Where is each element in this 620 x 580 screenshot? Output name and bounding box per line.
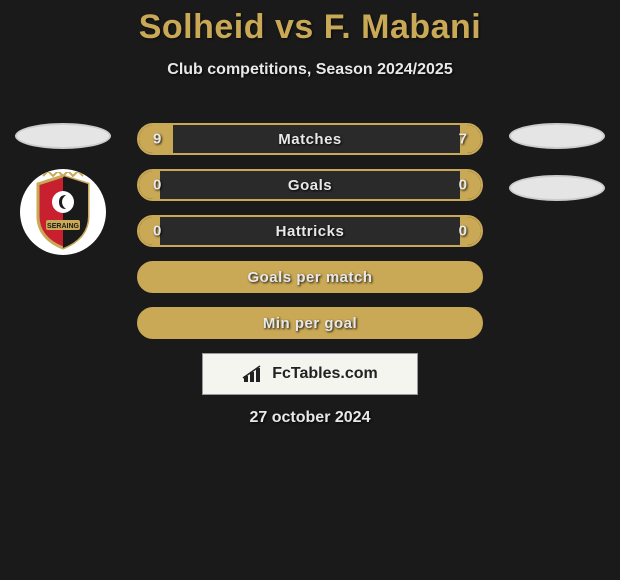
player-right-column	[502, 123, 612, 221]
date-text: 27 october 2024	[0, 409, 620, 427]
stat-value-left: 9	[153, 131, 161, 148]
club-badge-left: SERAING	[20, 169, 106, 255]
stats-column: 9 Matches 7 0 Goals 0 0 Hattricks 0 Goals per mat…	[137, 123, 483, 339]
stat-value-right: 0	[459, 223, 467, 240]
stat-value-left: 0	[153, 223, 161, 240]
stat-bar-min-per-goal: Min per goal	[137, 307, 483, 339]
player-left-column: SERAING	[8, 123, 118, 255]
stat-bar-matches: 9 Matches 7	[137, 123, 483, 155]
page-title: Solheid vs F. Mabani	[0, 8, 620, 47]
brand-box[interactable]: FcTables.com	[202, 353, 418, 395]
subtitle: Club competitions, Season 2024/2025	[0, 61, 620, 79]
stat-label: Matches	[278, 131, 342, 148]
stat-label: Hattricks	[276, 223, 345, 240]
club-badge-right-ellipse	[509, 175, 605, 201]
card: Solheid vs F. Mabani Club competitions, …	[0, 0, 620, 427]
stat-value-left: 0	[153, 177, 161, 194]
stat-bar-hattricks: 0 Hattricks 0	[137, 215, 483, 247]
stat-label: Min per goal	[263, 315, 357, 332]
stat-bar-goals-per-match: Goals per match	[137, 261, 483, 293]
seraing-crest-icon: SERAING	[28, 172, 98, 252]
stat-bar-goals: 0 Goals 0	[137, 169, 483, 201]
brand-text: FcTables.com	[272, 365, 378, 383]
player-right-photo-ellipse	[509, 123, 605, 149]
content: SERAING 9 Matches 7 0 Goals 0 0 Hattricks 0 Goals…	[0, 123, 620, 427]
stat-value-right: 0	[459, 177, 467, 194]
stat-value-right: 7	[459, 131, 467, 148]
stat-label: Goals	[288, 177, 332, 194]
bars-icon	[242, 364, 266, 384]
svg-text:SERAING: SERAING	[47, 223, 79, 230]
player-left-photo-ellipse	[15, 123, 111, 149]
stat-label: Goals per match	[247, 269, 372, 286]
